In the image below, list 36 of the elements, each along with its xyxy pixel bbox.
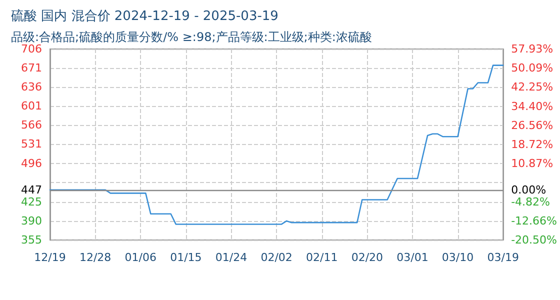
y-tick-label: 706	[21, 42, 42, 56]
y-tick-label: 355	[21, 234, 42, 246]
y-tick-label: 636	[21, 80, 42, 94]
y2-tick-label: 57.93%	[511, 42, 554, 56]
x-tick-label: 02/20	[351, 251, 384, 264]
y2-tick-label: 50.09%	[511, 62, 554, 75]
chart-title: 硫酸 国内 混合价 2024-12-19 - 2025-03-19	[11, 9, 278, 24]
y2-tick-label: 26.56%	[511, 118, 554, 132]
x-tick-label: 12/19	[34, 251, 66, 264]
x-tick-label: 03/10	[442, 251, 474, 264]
x-tick-label: 01/24	[215, 251, 248, 264]
y2-tick-label: 34.40%	[511, 100, 554, 113]
y2-tick-label: 10.87%	[511, 157, 554, 170]
x-tick-label: 01/06	[124, 251, 156, 264]
y-tick-label: 601	[21, 100, 42, 113]
ref-line-label: 447	[21, 183, 42, 196]
x-tick-label: 03/19	[487, 251, 519, 264]
y2-tick-label: -12.66%	[511, 214, 558, 228]
chart-subtitle: 品级:合格品;硫酸的质量分数/% ≥:98;产品等级:工业级;种类:浓硫酸	[11, 30, 372, 44]
line-series	[49, 64, 504, 225]
x-tick-label: 12/28	[79, 251, 112, 264]
y-tick-label: 566	[21, 118, 42, 132]
y-tick-label: 531	[21, 138, 42, 151]
x-tick-label: 03/01	[396, 251, 428, 264]
y-tick-label: 671	[21, 62, 42, 75]
y2-tick-label: 0.00%	[511, 184, 546, 197]
y-tick-label: 496	[21, 156, 42, 170]
y2-tick-label: 42.25%	[511, 80, 554, 94]
y-tick-label: 425	[21, 195, 42, 208]
x-tick-label: 01/15	[170, 251, 202, 264]
x-tick-label: 02/11	[306, 251, 338, 264]
y-tick-label: 390	[21, 214, 42, 228]
y2-tick-label: 18.72%	[511, 138, 554, 151]
y2-tick-label: -4.82%	[511, 195, 550, 208]
x-tick-label: 02/02	[260, 251, 292, 264]
y2-tick-label: -20.50%	[511, 234, 558, 246]
